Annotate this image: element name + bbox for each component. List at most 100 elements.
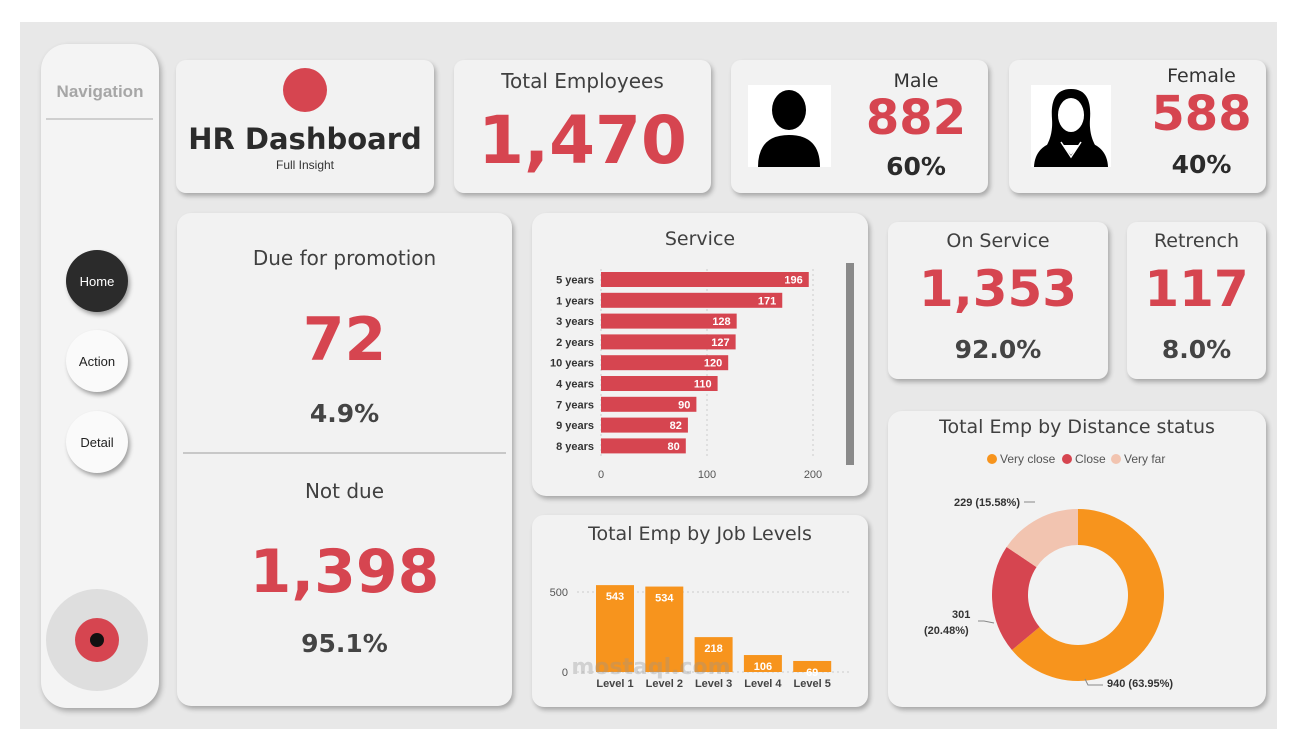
donut-data-label: 229 (15.58%) [954,497,1020,509]
retrench-card: Retrench 117 8.0% [1127,222,1266,379]
legend-label: Very far [1124,452,1165,466]
total-employees-value: 1,470 [478,102,687,179]
not-due-percent: 95.1% [301,629,388,658]
donut-slice [1006,509,1078,568]
levels-data-label: 106 [754,661,772,673]
nav-title: Navigation [56,82,144,101]
service-data-label: 82 [670,420,682,432]
legend-marker [1111,454,1121,464]
service-data-label: 127 [711,337,729,349]
levels-category-label: Level 2 [646,678,683,690]
female-percent: 40% [1171,150,1232,179]
service-x-tick: 0 [598,469,604,481]
levels-bar [743,655,782,672]
label-leader-line [1084,678,1103,686]
service-bar [601,396,697,412]
levels-data-label: 218 [704,643,722,655]
job-levels-chart: 0 500 543 Level 1 534 Level 2 218 Level 3 106 Lev… [550,585,850,690]
record-icon[interactable] [46,589,148,691]
retrench-value: 117 [1144,260,1249,318]
levels-bar [596,585,634,672]
service-scrollbar[interactable] [846,263,854,465]
nav-divider [46,118,153,120]
service-data-label: 128 [712,316,730,328]
home-button[interactable]: Home [66,250,128,312]
service-bar [601,292,783,308]
service-category-label: 8 years [556,441,594,453]
title-card: HR Dashboard Full Insight [176,60,434,193]
service-chart-title: Service [664,228,736,250]
male-label: Male [893,70,939,92]
legend-marker [1062,454,1072,464]
promotion-divider [183,452,506,454]
levels-category-label: Level 1 [596,678,633,690]
on-service-percent: 92.0% [954,335,1042,364]
male-card: Male 882 60% [731,60,988,193]
not-due-label: Not due [304,479,385,503]
on-service-value: 1,353 [918,260,1078,318]
levels-data-label: 543 [606,591,624,603]
job-levels-chart-title: Total Emp by Job Levels [588,523,812,545]
legend-label: Very close [1000,452,1056,466]
levels-category-label: Level 5 [794,678,831,690]
levels-bar [793,660,832,672]
on-service-card: On Service 1,353 92.0% [888,222,1108,379]
on-service-label: On Service [946,230,1050,252]
not-due-value: 1,398 [249,537,440,607]
service-category-label: 10 years [550,358,594,370]
distance-chart: Very close Close Very far 940 (63.95%) 301 (2… [924,452,1173,690]
levels-category-label: Level 3 [695,678,732,690]
due-promotion-percent: 4.9% [309,399,380,428]
female-avatar-icon [1031,85,1111,167]
levels-category-label: Level 4 [744,678,782,690]
service-category-label: 2 years [556,337,594,349]
logo-dot-icon [283,68,327,112]
service-data-label: 196 [784,275,802,287]
female-card: Female 588 40% [1009,60,1266,193]
service-chart-card: Service 0 100 200 5 years 196 1 years 171 3 yea… [532,213,868,496]
total-employees-card: Total Employees 1,470 [454,60,711,193]
male-avatar-icon [748,85,831,167]
service-data-label: 90 [678,399,690,411]
service-x-tick: 200 [804,469,822,481]
service-category-label: 7 years [556,399,594,411]
service-category-label: 1 years [556,295,594,307]
male-value: 882 [865,90,967,146]
service-data-label: 80 [668,441,680,453]
label-leader-line [978,620,995,624]
detail-button[interactable]: Detail [66,411,128,473]
donut-data-label: (20.48%) [924,625,969,637]
service-category-label: 4 years [556,379,594,391]
distance-chart-title: Total Emp by Distance status [939,416,1215,438]
job-levels-chart-card: Total Emp by Job Levels 0 500 543 Level 1 53… [532,515,868,707]
service-bar [601,355,729,371]
total-employees-label: Total Employees [501,69,664,93]
navigation-panel: Navigation Home Action Detail [41,44,159,708]
retrench-percent: 8.0% [1161,335,1232,364]
service-bar [601,272,809,287]
levels-bar [645,586,684,672]
service-category-label: 5 years [556,275,594,287]
service-bar [601,334,736,350]
due-promotion-value: 72 [302,305,387,375]
page-title: HR Dashboard [188,122,422,156]
female-label: Female [1167,65,1236,87]
watermark-logo: mostaql.com [571,655,731,680]
female-value: 588 [1151,86,1252,142]
donut-slice [992,547,1040,651]
levels-data-label: 534 [655,593,674,605]
service-bar [601,438,686,454]
male-percent: 60% [886,152,946,181]
levels-data-label: 69 [806,667,818,679]
legend-label: Close [1075,452,1106,466]
retrench-label: Retrench [1153,230,1240,252]
service-x-tick: 100 [698,469,716,481]
service-bar [601,376,718,391]
donut-data-label: 940 (63.95%) [1107,678,1173,690]
donut-data-label: 301 [952,609,970,621]
action-button[interactable]: Action [66,330,128,392]
service-category-label: 3 years [556,316,594,328]
levels-bar [694,637,733,672]
donut-slice [1011,509,1164,681]
service-chart: 0 100 200 5 years 196 1 years 171 3 years 128 2 y… [550,269,822,481]
